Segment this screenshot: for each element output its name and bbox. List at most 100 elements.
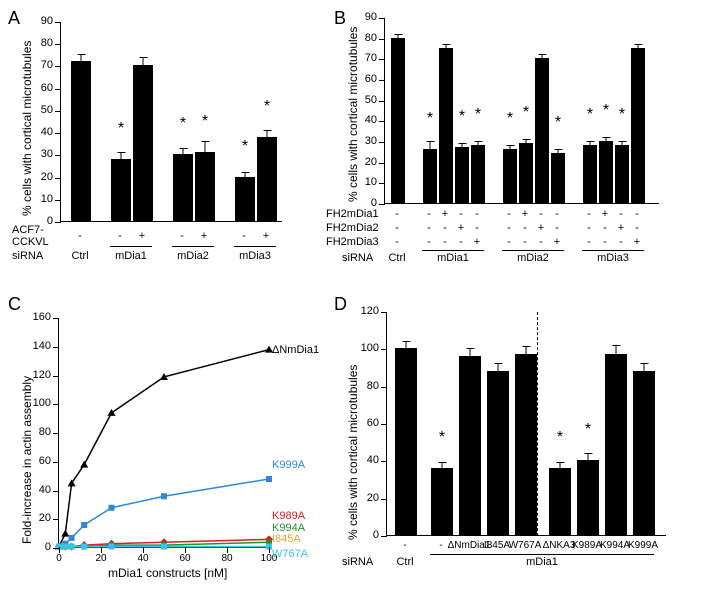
error-bar xyxy=(267,130,268,143)
mark: - xyxy=(118,230,122,242)
ytick-label: 120 xyxy=(27,369,51,381)
row-label-sirna: siRNA xyxy=(342,556,373,568)
figure-grid: A % cells with cortical microtubules 010… xyxy=(8,8,704,604)
series-marker xyxy=(108,409,116,416)
ytick-label: 50 xyxy=(353,94,377,106)
ytick-label: 90 xyxy=(353,11,377,23)
mark: - xyxy=(539,236,543,248)
significance-star: * xyxy=(264,99,270,115)
row-label-sirna: siRNA xyxy=(12,250,43,262)
error-bar xyxy=(498,363,499,378)
ytick-label: 80 xyxy=(355,380,379,392)
mark: - xyxy=(555,222,559,234)
bar xyxy=(471,145,485,203)
mark: - xyxy=(242,230,246,242)
mark: + xyxy=(602,208,608,220)
ytick-label: 120 xyxy=(355,305,379,317)
xtick-label: 40 xyxy=(137,553,148,564)
ytick-label: 40 xyxy=(353,114,377,126)
ytick-label: 80 xyxy=(27,426,51,438)
group-label: mDia1 xyxy=(115,250,147,262)
error-bar xyxy=(183,148,184,161)
group-line xyxy=(430,554,654,555)
ytick-label: 10 xyxy=(29,193,53,205)
bar xyxy=(583,145,597,203)
group-label: Ctrl xyxy=(396,556,413,568)
mark: + xyxy=(554,236,560,248)
error-bar xyxy=(81,54,82,67)
chart-c-xlabel: mDia1 constructs [nM] xyxy=(108,566,227,580)
group-label: Ctrl xyxy=(71,250,88,262)
series-marker xyxy=(69,544,75,550)
group-label: mDia1 xyxy=(526,556,558,568)
xtick-label: 80 xyxy=(221,553,232,564)
chart-a: 0102030405060708090***** xyxy=(60,22,282,222)
mark: - xyxy=(395,208,399,220)
mark: - xyxy=(507,222,511,234)
ytick-label: 140 xyxy=(27,340,51,352)
mark: - xyxy=(619,236,623,248)
error-bar xyxy=(558,149,559,157)
mark: + xyxy=(139,230,145,242)
bar xyxy=(455,147,469,203)
mark: - xyxy=(443,236,447,248)
panel-c-label: C xyxy=(8,294,21,315)
group-line xyxy=(234,246,276,247)
bar xyxy=(391,38,405,203)
bar xyxy=(605,354,627,535)
mark: + xyxy=(442,208,448,220)
error-bar xyxy=(622,141,623,149)
panel-d: D % cells with cortical microtubules 020… xyxy=(334,294,712,604)
error-bar xyxy=(446,44,447,52)
mark: - xyxy=(395,222,399,234)
bar xyxy=(631,48,645,203)
ytick-label: 0 xyxy=(27,541,51,553)
mark: - xyxy=(507,236,511,248)
significance-star: * xyxy=(619,107,625,123)
ytick-label: 10 xyxy=(353,176,377,188)
bar xyxy=(111,159,131,221)
error-bar xyxy=(590,141,591,149)
category-label: W767A xyxy=(509,540,542,551)
bar xyxy=(235,177,255,221)
bar xyxy=(503,149,517,203)
ytick-label: 20 xyxy=(27,512,51,524)
error-bar xyxy=(143,57,144,75)
series-marker xyxy=(109,544,115,550)
mark: - xyxy=(555,208,559,220)
bar xyxy=(551,153,565,203)
series-marker xyxy=(61,530,69,537)
bar xyxy=(439,48,453,203)
error-bar xyxy=(526,139,527,147)
significance-star: * xyxy=(585,422,591,438)
series-line xyxy=(59,479,269,547)
category-label: K989A xyxy=(572,540,602,551)
ytick-label: 60 xyxy=(27,455,51,467)
panel-c: C Fold-increase in actin assembly 020406… xyxy=(8,294,328,604)
error-bar xyxy=(478,141,479,149)
error-bar xyxy=(205,141,206,163)
error-bar xyxy=(510,145,511,153)
category-label: - xyxy=(439,540,442,551)
mark: - xyxy=(427,208,431,220)
ytick-label: 50 xyxy=(29,104,53,116)
bar xyxy=(431,468,453,535)
bar xyxy=(487,371,509,535)
chart-c: 020406080100120140160020406080100 xyxy=(58,318,268,548)
mark: - xyxy=(603,222,607,234)
ytick-label: 70 xyxy=(29,59,53,71)
mark: - xyxy=(427,236,431,248)
bar xyxy=(459,356,481,535)
ytick-label: 20 xyxy=(353,156,377,168)
error-bar xyxy=(430,141,431,158)
ytick-label: 20 xyxy=(355,492,379,504)
row-label: FH2mDia3 xyxy=(326,236,379,248)
panel-b: B % cells with cortical microtubules 010… xyxy=(334,8,712,288)
significance-star: * xyxy=(242,139,248,155)
mark: + xyxy=(634,236,640,248)
ytick-label: 90 xyxy=(29,15,53,27)
row-label-acf7: ACF7-CCKVL xyxy=(12,224,49,248)
group-line xyxy=(422,250,484,251)
ytick-label: 60 xyxy=(29,82,53,94)
mark: + xyxy=(522,208,528,220)
